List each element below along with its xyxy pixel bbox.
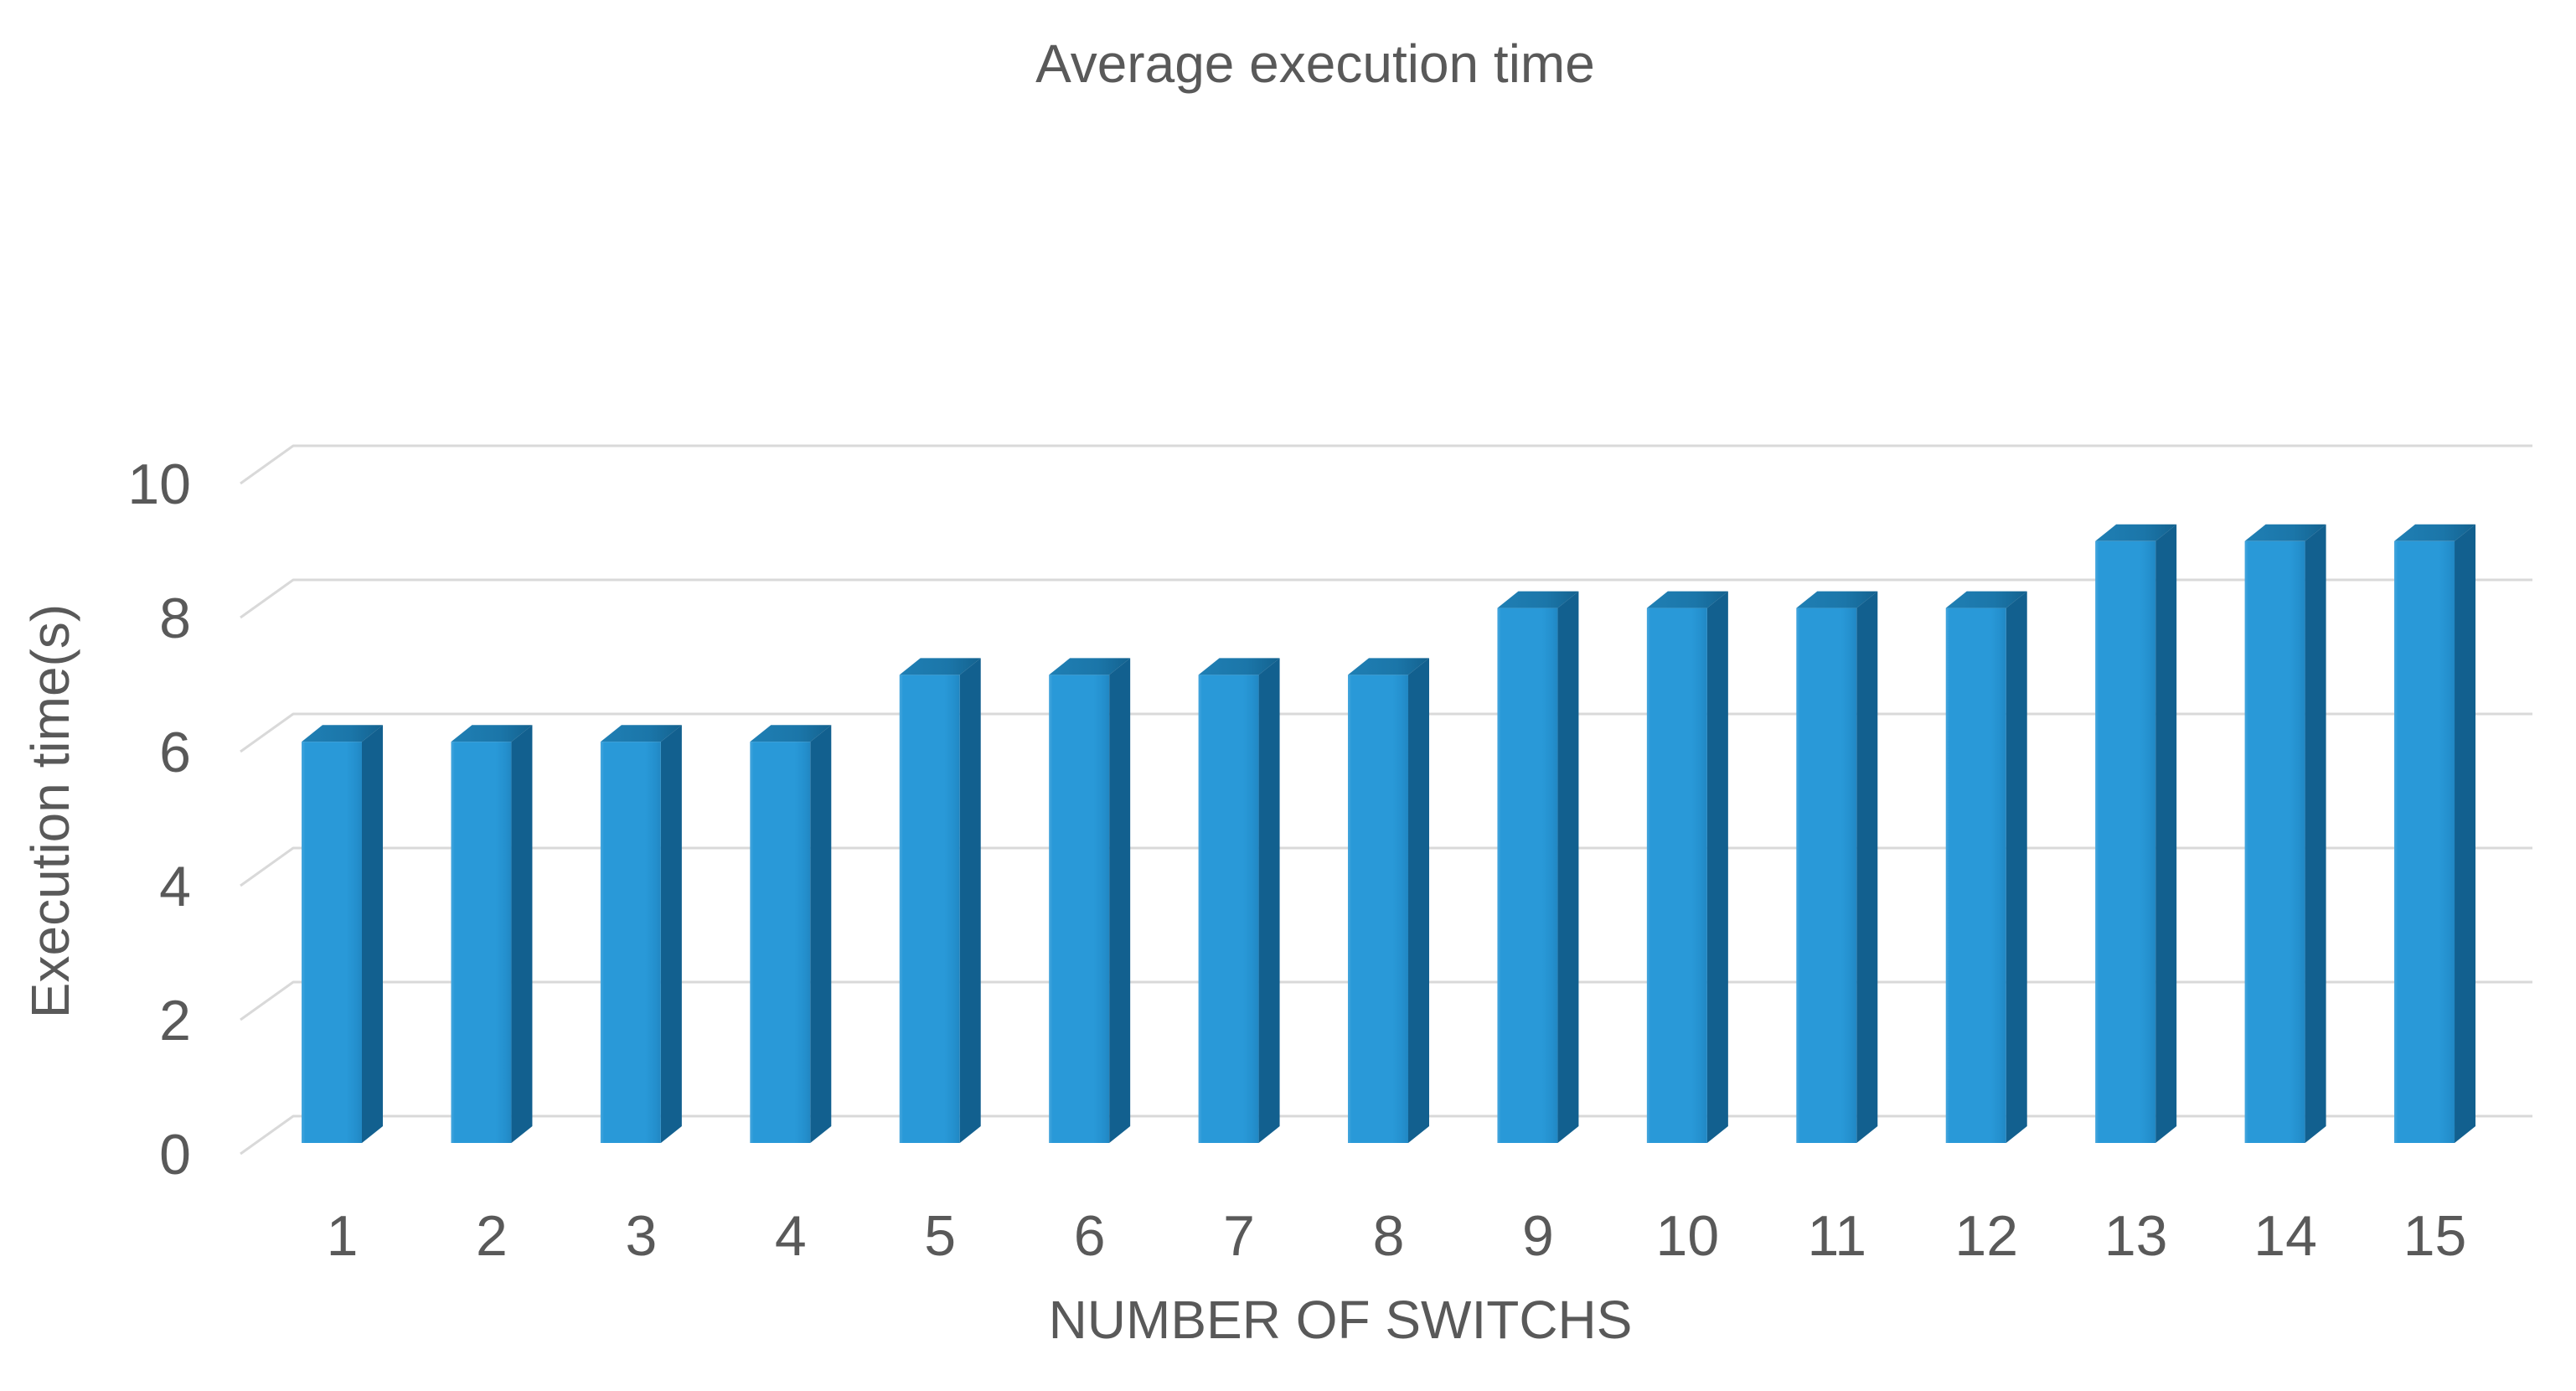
bar-side-face (2455, 524, 2476, 1143)
bar-front-face (451, 742, 512, 1143)
x-tick-label-9: 9 (1522, 1204, 1554, 1268)
gridlines-group (240, 444, 2532, 1156)
bar-side-face (1706, 591, 1728, 1143)
bar-column-8 (1348, 658, 1430, 1143)
y-tick-label-0: 0 (159, 1123, 191, 1187)
bar-top-face (750, 725, 832, 742)
bar-top-face (1348, 658, 1430, 675)
bar-side-face (660, 725, 682, 1143)
bar-column-1 (302, 725, 383, 1143)
x-axis-title: NUMBER OF SWITCHS (1049, 1290, 1633, 1350)
bar-side-face (1258, 658, 1280, 1143)
bar-top-face (2095, 524, 2177, 541)
bar-front-face (1945, 608, 2006, 1143)
bar-front-face (899, 675, 960, 1143)
bar-side-face (959, 658, 981, 1143)
x-tick-label-5: 5 (924, 1204, 956, 1268)
bar-top-face (1049, 658, 1131, 675)
x-tick-label-1: 1 (327, 1204, 359, 1268)
bar-top-face (1497, 591, 1579, 608)
bar-front-face (1049, 675, 1110, 1143)
bar-top-face (1945, 591, 2027, 608)
bar-top-face (1646, 591, 1728, 608)
bar-front-face (1796, 608, 1857, 1143)
bar-column-12 (1945, 591, 2027, 1143)
bar-side-face (2305, 524, 2326, 1143)
bar-column-3 (600, 725, 682, 1143)
bar-front-face (2244, 540, 2305, 1143)
gridline-2 (240, 980, 2532, 1021)
bar-top-face (2394, 524, 2476, 541)
bar-column-14 (2244, 524, 2326, 1143)
bar-column-2 (451, 725, 533, 1143)
bar-column-9 (1497, 591, 1579, 1143)
bar-front-face (750, 742, 811, 1143)
x-tick-label-10: 10 (1656, 1204, 1720, 1268)
bar-side-face (2155, 524, 2177, 1143)
chart-title: Average execution time (1035, 34, 1595, 94)
bar-column-7 (1198, 658, 1280, 1143)
x-tick-label-7: 7 (1223, 1204, 1255, 1268)
bar-column-15 (2394, 524, 2476, 1143)
y-tick-label-2: 2 (159, 989, 191, 1052)
x-tick-label-15: 15 (2403, 1204, 2467, 1268)
bar-side-face (1557, 591, 1579, 1143)
bar-side-face (810, 725, 832, 1143)
x-tick-label-14: 14 (2253, 1204, 2317, 1268)
bar-top-face (600, 725, 682, 742)
x-tick-label-6: 6 (1074, 1204, 1106, 1268)
x-tick-label-3: 3 (625, 1204, 657, 1268)
bar-side-face (2006, 591, 2027, 1143)
bar-side-face (1408, 658, 1430, 1143)
bar-column-13 (2095, 524, 2177, 1143)
bar-front-face (600, 742, 661, 1143)
gridline-4 (240, 846, 2532, 887)
gridline-8 (240, 578, 2532, 619)
y-tick-label-10: 10 (127, 452, 191, 516)
bar-front-face (1348, 675, 1409, 1143)
bar-top-face (302, 725, 383, 742)
bar-top-face (1198, 658, 1280, 675)
bar-front-face (2394, 540, 2455, 1143)
bar-column-5 (899, 658, 981, 1143)
gridline-0 (240, 1114, 2532, 1156)
bar-front-face (1646, 608, 1707, 1143)
x-tick-label-4: 4 (775, 1204, 807, 1268)
bar-front-face (302, 742, 362, 1143)
bar-top-face (451, 725, 533, 742)
bar-column-4 (750, 725, 832, 1143)
x-tick-label-12: 12 (1954, 1204, 2018, 1268)
bars-group (302, 524, 2476, 1143)
y-tick-label-8: 8 (159, 587, 191, 650)
gridline-6 (240, 712, 2532, 753)
bar-column-10 (1646, 591, 1728, 1143)
y-tick-label-6: 6 (159, 721, 191, 784)
bar-side-face (1109, 658, 1131, 1143)
x-tick-label-2: 2 (476, 1204, 508, 1268)
bar-front-face (1198, 675, 1259, 1143)
bar-side-face (362, 725, 383, 1143)
bar-top-face (899, 658, 981, 675)
y-tick-label-4: 4 (159, 855, 191, 918)
bar-top-face (2244, 524, 2326, 541)
y-axis-tick-labels: 0 2 4 6 8 10 (127, 452, 191, 1187)
gridline-10 (240, 444, 2532, 485)
y-axis-title: Execution time(s) (20, 604, 80, 1018)
bar-side-face (511, 725, 533, 1143)
bar-column-6 (1049, 658, 1131, 1143)
bar-top-face (1796, 591, 1878, 608)
bar-side-face (1856, 591, 1878, 1143)
bar-column-11 (1796, 591, 1878, 1143)
x-tick-label-13: 13 (2104, 1204, 2168, 1268)
bar-front-face (2095, 540, 2156, 1143)
x-tick-label-8: 8 (1373, 1204, 1405, 1268)
bar-front-face (1497, 608, 1558, 1143)
x-axis-tick-labels: 1 2 3 4 5 6 7 8 9 10 11 12 13 14 15 (327, 1204, 2467, 1268)
x-tick-label-11: 11 (1808, 1204, 1867, 1268)
